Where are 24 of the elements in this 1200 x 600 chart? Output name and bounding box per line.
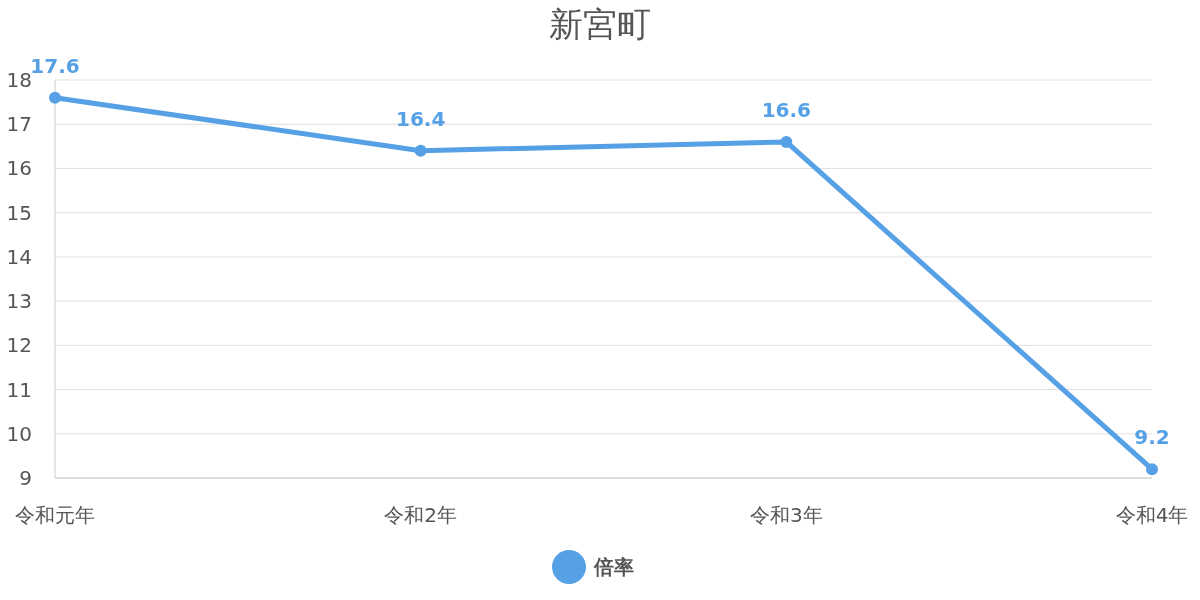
y-tick-label: 9: [19, 466, 32, 490]
y-tick-label: 12: [6, 333, 32, 358]
y-tick-label: 18: [6, 68, 32, 92]
chart-title: 新宮町: [549, 4, 651, 44]
y-tick-label: 10: [6, 421, 32, 446]
x-tick-label: 令和3年: [749, 503, 823, 527]
y-tick-label: 17: [6, 112, 32, 137]
y-tick-label: 15: [6, 200, 32, 225]
point: [49, 91, 61, 104]
x-tick-label: 令和元年: [15, 503, 95, 527]
point: [1146, 463, 1158, 476]
point: [414, 144, 427, 157]
data-label: 17.6: [30, 53, 80, 78]
data-label: 16.6: [761, 97, 812, 122]
y-tick-label: 11: [6, 377, 32, 402]
y-tick-label: 13: [6, 289, 32, 314]
data-label: 16.4: [395, 106, 446, 131]
x-tick-label: 令和2年: [384, 503, 458, 527]
y-tick-label: 16: [6, 156, 32, 181]
legend-label: 倍率: [593, 555, 634, 579]
y-tick-label: 14: [6, 244, 32, 269]
point: [780, 135, 793, 148]
data-label: 9.2: [1134, 425, 1170, 450]
x-tick-label: 令和4年: [1115, 503, 1189, 527]
